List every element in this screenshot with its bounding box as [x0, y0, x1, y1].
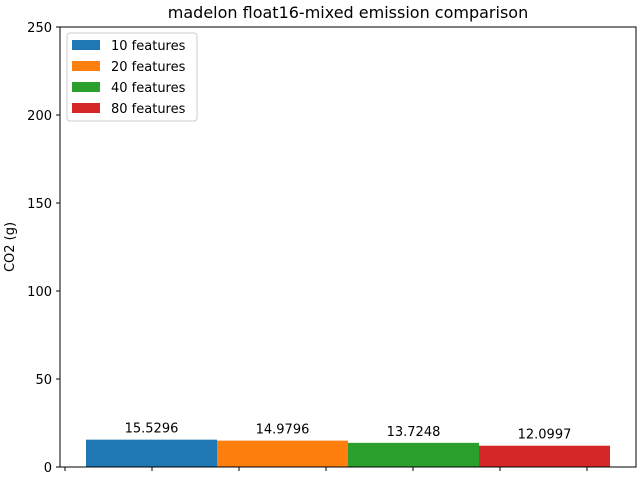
legend-label: 40 features: [111, 81, 186, 96]
y-tick-label: 150: [27, 197, 52, 212]
bar-80-features: [479, 445, 610, 467]
chart-title: madelon float16-mixed emission compariso…: [168, 3, 528, 22]
legend-label: 80 features: [111, 102, 186, 117]
legend-box: [66, 32, 198, 122]
x-axis: [64, 467, 588, 471]
legend-label: 10 features: [111, 39, 186, 54]
legend-swatch: [72, 40, 100, 50]
bar-10-features: [86, 439, 217, 467]
bars-group: [86, 439, 610, 467]
bar-value-label: 14.9796: [256, 423, 310, 438]
y-tick-label: 50: [35, 373, 52, 388]
legend-swatch: [72, 103, 100, 113]
bar-value-label: 12.0997: [518, 428, 572, 443]
bar-labels-group: 15.5296 14.9796 13.7248 12.0997: [125, 422, 572, 443]
y-tick-label: 100: [27, 285, 52, 300]
y-axis: 0 50 100 150 200 250: [27, 21, 60, 476]
y-tick-label: 0: [44, 461, 52, 476]
y-tick-label: 250: [27, 21, 52, 36]
y-tick-label: 200: [27, 109, 52, 124]
plot-frame: [59, 26, 637, 468]
legend-swatch: [72, 82, 100, 92]
bar-value-label: 15.5296: [125, 422, 179, 437]
bar-40-features: [348, 442, 479, 467]
legend: 10 features 20 features 40 features 80 feat…: [66, 32, 198, 122]
legend-label: 20 features: [111, 60, 186, 75]
bar-value-label: 13.7248: [387, 425, 441, 440]
legend-swatch: [72, 61, 100, 71]
bar-20-features: [217, 440, 348, 467]
y-axis-label: CO2 (g): [3, 222, 18, 272]
